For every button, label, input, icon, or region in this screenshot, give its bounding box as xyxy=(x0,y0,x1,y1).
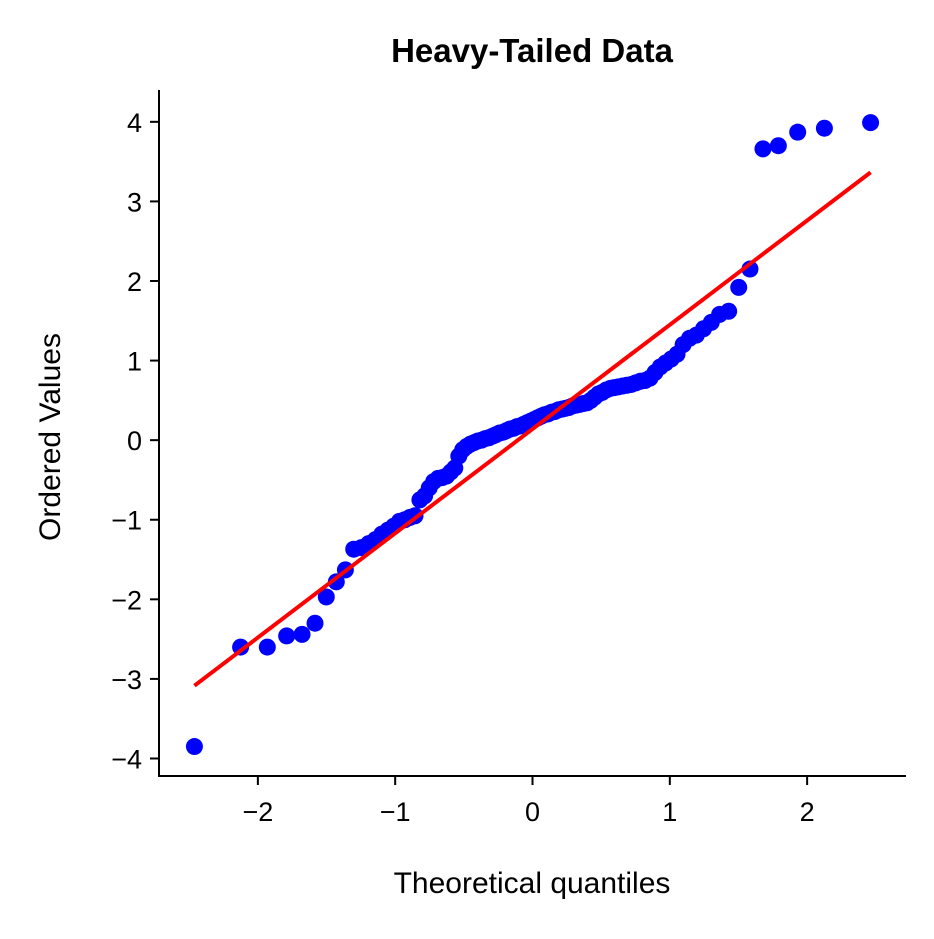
y-tick-label: 2 xyxy=(127,267,142,297)
x-tick-label: −1 xyxy=(380,797,411,827)
y-tick-label: 0 xyxy=(127,426,142,456)
x-tick-label: 0 xyxy=(525,797,540,827)
fit-line xyxy=(193,170,872,688)
data-point xyxy=(306,614,324,632)
data-point xyxy=(730,278,748,296)
x-axis-label: Theoretical quantiles xyxy=(394,867,671,900)
y-tick-label: 3 xyxy=(127,187,142,217)
x-tick-label: −2 xyxy=(242,797,273,827)
data-point xyxy=(185,738,203,756)
y-tick-label: −1 xyxy=(111,506,142,536)
data-point xyxy=(293,625,311,643)
data-point xyxy=(327,573,345,591)
y-tick-label: −4 xyxy=(111,744,142,774)
y-axis-label: Ordered Values xyxy=(34,333,67,541)
data-point xyxy=(258,638,276,656)
data-point xyxy=(317,588,335,606)
data-point xyxy=(769,137,787,155)
data-point xyxy=(862,114,880,132)
data-point xyxy=(232,638,250,656)
y-tick-label: 4 xyxy=(127,108,142,138)
data-point xyxy=(720,302,738,320)
y-tick-label: 1 xyxy=(127,347,142,377)
data-point xyxy=(278,627,296,645)
data-point xyxy=(815,119,833,137)
data-point xyxy=(789,123,807,141)
y-tick-label: −2 xyxy=(111,585,142,615)
y-tick-label: −3 xyxy=(111,665,142,695)
chart-title: Heavy-Tailed Data xyxy=(391,32,673,69)
x-tick-label: 1 xyxy=(662,797,677,827)
data-point xyxy=(754,140,772,158)
x-tick-label: 2 xyxy=(800,797,815,827)
